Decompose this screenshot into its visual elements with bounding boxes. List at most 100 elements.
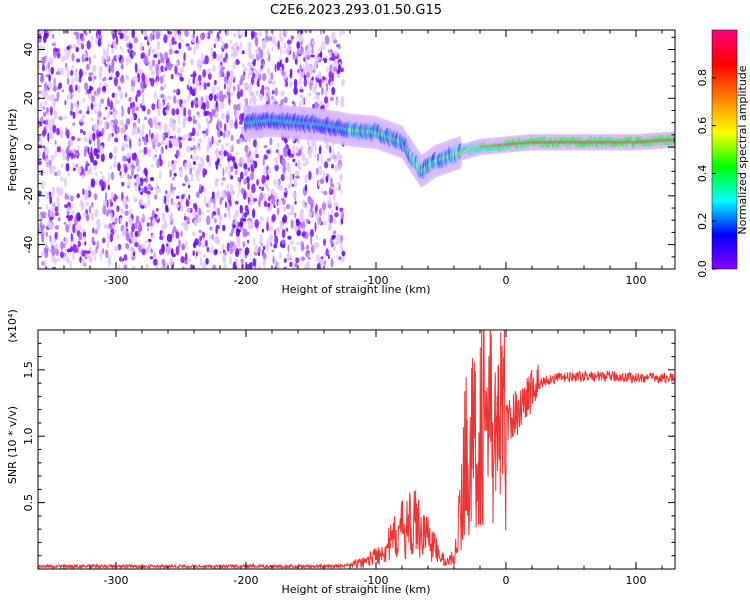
noise-speckle	[54, 257, 57, 265]
noise-speckle	[47, 94, 51, 101]
x-tick-label: 0	[503, 274, 510, 287]
noise-speckle	[147, 194, 150, 199]
noise-speckle	[157, 59, 161, 65]
noise-speckle	[230, 144, 233, 151]
noise-speckle	[80, 129, 83, 134]
noise-speckle	[190, 132, 195, 136]
noise-speckle	[64, 192, 68, 200]
noise-speckle	[159, 248, 163, 256]
noise-speckle	[93, 75, 97, 80]
noise-speckle	[123, 254, 128, 261]
noise-speckle	[320, 155, 323, 165]
noise-speckle	[193, 202, 197, 210]
noise-speckle	[294, 212, 297, 219]
noise-speckle	[101, 55, 105, 64]
noise-speckle	[181, 243, 186, 251]
noise-speckle	[174, 40, 177, 45]
noise-speckle	[205, 117, 209, 125]
noise-speckle	[273, 204, 276, 208]
noise-speckle	[220, 101, 225, 110]
noise-speckle	[274, 87, 278, 97]
noise-speckle	[101, 127, 105, 135]
noise-speckle	[240, 217, 243, 223]
noise-speckle	[248, 90, 253, 97]
noise-speckle	[284, 80, 289, 88]
noise-speckle	[131, 152, 136, 161]
noise-speckle	[165, 190, 168, 195]
noise-speckle	[302, 218, 306, 223]
noise-speckle	[69, 259, 72, 269]
noise-speckle	[212, 264, 217, 269]
noise-speckle	[311, 47, 314, 54]
noise-speckle	[193, 99, 198, 106]
noise-speckle	[283, 149, 288, 158]
noise-speckle	[60, 240, 64, 251]
noise-speckle	[182, 183, 186, 187]
noise-speckle	[326, 66, 329, 73]
noise-speckle	[177, 34, 182, 41]
noise-speckle	[271, 46, 274, 52]
noise-speckle	[150, 248, 154, 254]
noise-speckle	[194, 169, 199, 178]
noise-speckle	[327, 212, 330, 222]
noise-speckle	[177, 139, 181, 143]
noise-speckle	[295, 219, 300, 227]
noise-speckle	[54, 225, 60, 230]
noise-speckle	[292, 51, 296, 60]
noise-speckle	[235, 164, 238, 170]
noise-speckle	[248, 261, 253, 269]
noise-speckle	[216, 92, 219, 100]
noise-speckle	[199, 235, 203, 242]
noise-speckle	[56, 127, 60, 136]
noise-speckle	[292, 144, 296, 155]
noise-speckle	[299, 88, 304, 93]
noise-speckle	[206, 82, 210, 87]
noise-speckle	[236, 30, 241, 36]
noise-speckle	[115, 35, 119, 46]
noise-speckle	[188, 78, 191, 89]
noise-speckle	[206, 215, 211, 226]
noise-speckle	[214, 249, 218, 255]
noise-speckle	[65, 224, 70, 233]
noise-speckle	[230, 134, 234, 142]
noise-speckle	[232, 61, 236, 70]
noise-speckle	[134, 242, 139, 248]
noise-speckle	[223, 83, 227, 90]
noise-speckle	[143, 116, 148, 121]
noise-speckle	[256, 178, 259, 186]
noise-speckle	[141, 248, 146, 256]
noise-speckle	[238, 34, 242, 39]
noise-speckle	[295, 162, 298, 167]
noise-speckle	[107, 43, 112, 48]
noise-speckle	[271, 90, 275, 95]
noise-speckle	[285, 227, 289, 232]
noise-speckle	[66, 129, 70, 139]
noise-speckle	[334, 164, 339, 172]
noise-speckle	[274, 229, 277, 238]
noise-speckle	[241, 32, 244, 37]
noise-speckle	[146, 222, 150, 227]
noise-speckle	[283, 258, 287, 263]
noise-speckle	[209, 235, 213, 240]
noise-speckle	[224, 213, 227, 218]
noise-speckle	[255, 258, 258, 265]
noise-speckle	[339, 207, 344, 212]
noise-speckle	[161, 223, 164, 232]
noise-speckle	[107, 97, 110, 107]
snr-y-ticks: 0.5 1.0 1.5	[22, 342, 675, 557]
noise-speckle	[42, 106, 45, 110]
noise-speckle	[281, 239, 286, 245]
noise-speckle	[299, 76, 302, 86]
noise-speckle	[174, 50, 180, 54]
noise-speckle	[90, 178, 96, 188]
noise-speckle	[79, 199, 83, 208]
noise-speckle	[277, 200, 282, 206]
noise-speckle	[205, 33, 209, 38]
noise-speckle	[308, 152, 312, 159]
noise-speckle	[66, 77, 70, 85]
noise-speckle	[229, 119, 234, 129]
noise-speckle	[316, 152, 320, 162]
noise-speckle	[171, 108, 176, 116]
noise-speckle	[152, 48, 155, 54]
noise-speckle	[193, 119, 197, 123]
